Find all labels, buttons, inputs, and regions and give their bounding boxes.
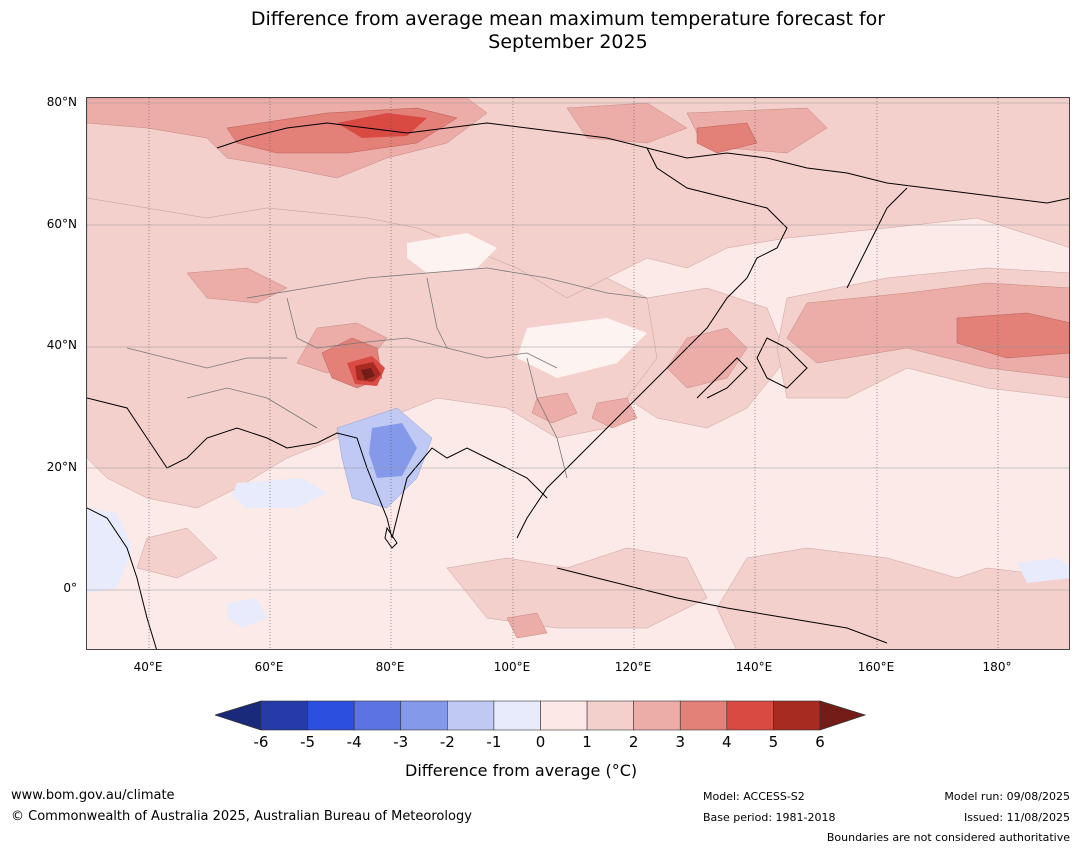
colorbar-tick-label: 5 <box>768 733 779 751</box>
model-run-text: Model run: 09/08/2025 <box>944 790 1070 803</box>
gridlines <box>87 102 1069 591</box>
lon-label-160e: 160°E <box>857 660 895 674</box>
colorbar <box>215 700 867 731</box>
colorbar-cell <box>726 700 774 731</box>
lon-label-120e: 120°E <box>614 660 652 674</box>
colorbar-cell <box>493 700 541 731</box>
website-link[interactable]: www.bom.gov.au/climate <box>11 788 175 803</box>
colorbar-cell <box>400 700 448 731</box>
colorbar-tick-label: 2 <box>628 733 639 751</box>
lat-label-40n: 40°N <box>46 338 77 352</box>
lat-label-60n: 60°N <box>46 217 77 231</box>
lon-label-40e: 40°E <box>133 660 163 674</box>
copyright-text: © Commonwealth of Australia 2025, Austra… <box>11 809 472 824</box>
anomaly-map-svg <box>87 98 1069 649</box>
colorbar-tick-label: -5 <box>300 733 316 751</box>
colorbar-cell <box>679 700 728 731</box>
base-period-text: Base period: 1981-2018 <box>703 811 836 824</box>
lat-label-80n: 80°N <box>46 95 77 109</box>
anomaly-band-5-6 <box>355 362 381 382</box>
model-text: Model: ACCESS-S2 <box>703 790 805 803</box>
colorbar-tick-label: 0 <box>535 733 546 751</box>
meridians <box>148 98 999 649</box>
lat-label-0: 0° <box>63 581 77 595</box>
colorbar-cell <box>260 700 308 731</box>
colorbar-tick-label: -6 <box>253 733 269 751</box>
country-borders <box>126 267 648 479</box>
colorbar-high-extend <box>819 700 867 731</box>
colorbar-cells <box>260 700 821 731</box>
anomaly-band-negative <box>87 233 1069 628</box>
colorbar-cell <box>773 700 821 731</box>
colorbar-cell <box>447 700 495 731</box>
colorbar-tick-label: -2 <box>439 733 455 751</box>
colorbar-label: Difference from average (°C) <box>405 761 638 780</box>
colorbar-cell <box>540 700 588 731</box>
lon-label-80e: 80°E <box>375 660 405 674</box>
colorbar-cell <box>307 700 355 731</box>
title-line-1: Difference from average mean maximum tem… <box>250 8 886 30</box>
colorbar-tick-label: -1 <box>486 733 502 751</box>
title-line-2: September 2025 <box>488 31 648 53</box>
colorbar-tick-label: -3 <box>393 733 409 751</box>
lat-label-20n: 20°N <box>46 460 77 474</box>
colorbar-tick-label: -4 <box>346 733 362 751</box>
disclaimer-text: Boundaries are not considered authoritat… <box>826 831 1070 844</box>
colorbar-cell <box>586 700 634 731</box>
lon-label-180: 180° <box>982 660 1012 674</box>
lon-label-60e: 60°E <box>254 660 284 674</box>
lon-label-100e: 100°E <box>493 660 531 674</box>
colorbar-tick-label: 4 <box>722 733 732 751</box>
colorbar-low-extend <box>215 700 262 731</box>
colorbar-cell <box>633 700 681 731</box>
colorbar-tick-label: 1 <box>582 733 592 751</box>
forecast-map <box>86 97 1070 650</box>
chart-title: Difference from average mean maximum tem… <box>0 8 1081 54</box>
colorbar-cell <box>353 700 402 731</box>
colorbar-tick-label: 3 <box>675 733 686 751</box>
colorbar-tick-label: 6 <box>815 733 825 751</box>
lon-label-140e: 140°E <box>735 660 773 674</box>
issued-text: Issued: 11/08/2025 <box>963 811 1070 824</box>
